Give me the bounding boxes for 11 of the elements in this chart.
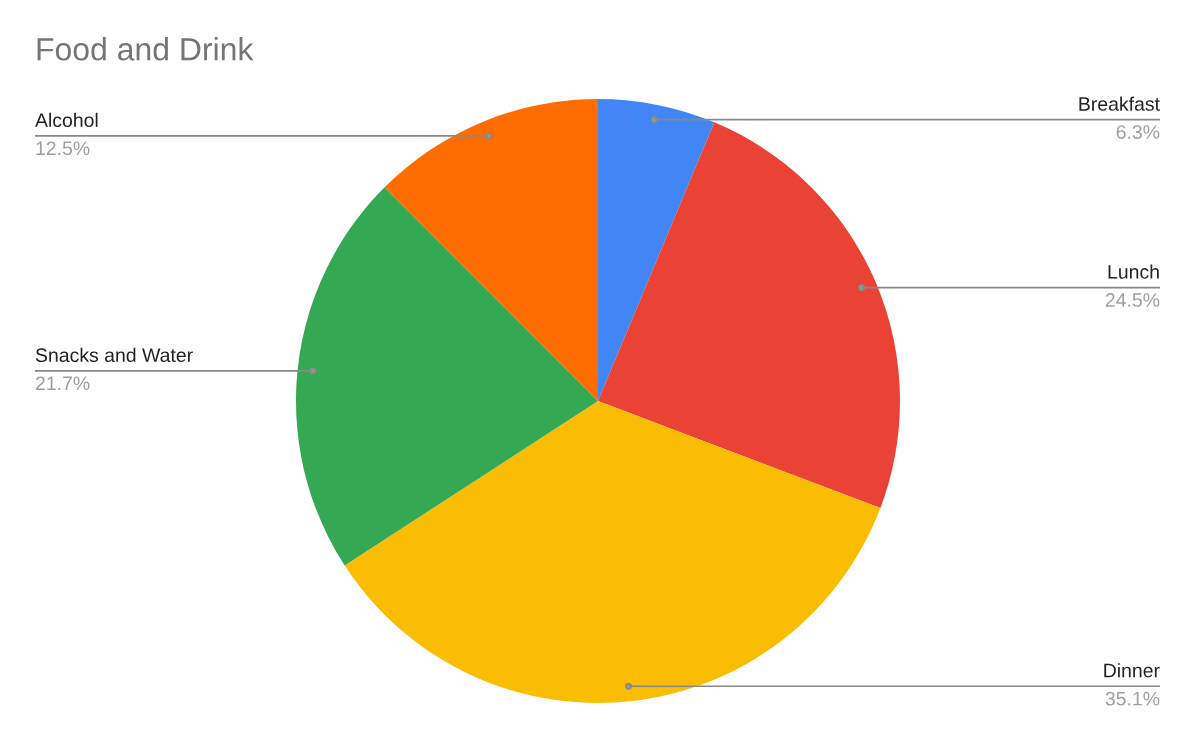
data-label: 6.3% bbox=[1116, 125, 1160, 139]
data-label: 24.5% bbox=[1105, 293, 1160, 307]
slice-label: Breakfast bbox=[1079, 96, 1160, 111]
slice-label: Lunch bbox=[1108, 264, 1159, 279]
slice-label: Dinner bbox=[1104, 663, 1160, 678]
data-label: 35.1% bbox=[1105, 691, 1160, 706]
slice-label: Snacks and Water bbox=[35, 347, 193, 363]
chart-title: Food and Drink bbox=[37, 37, 254, 61]
data-label: 12.5% bbox=[36, 141, 90, 156]
slice-label: Alcohol bbox=[35, 112, 98, 128]
data-label: 21.7% bbox=[35, 376, 90, 391]
